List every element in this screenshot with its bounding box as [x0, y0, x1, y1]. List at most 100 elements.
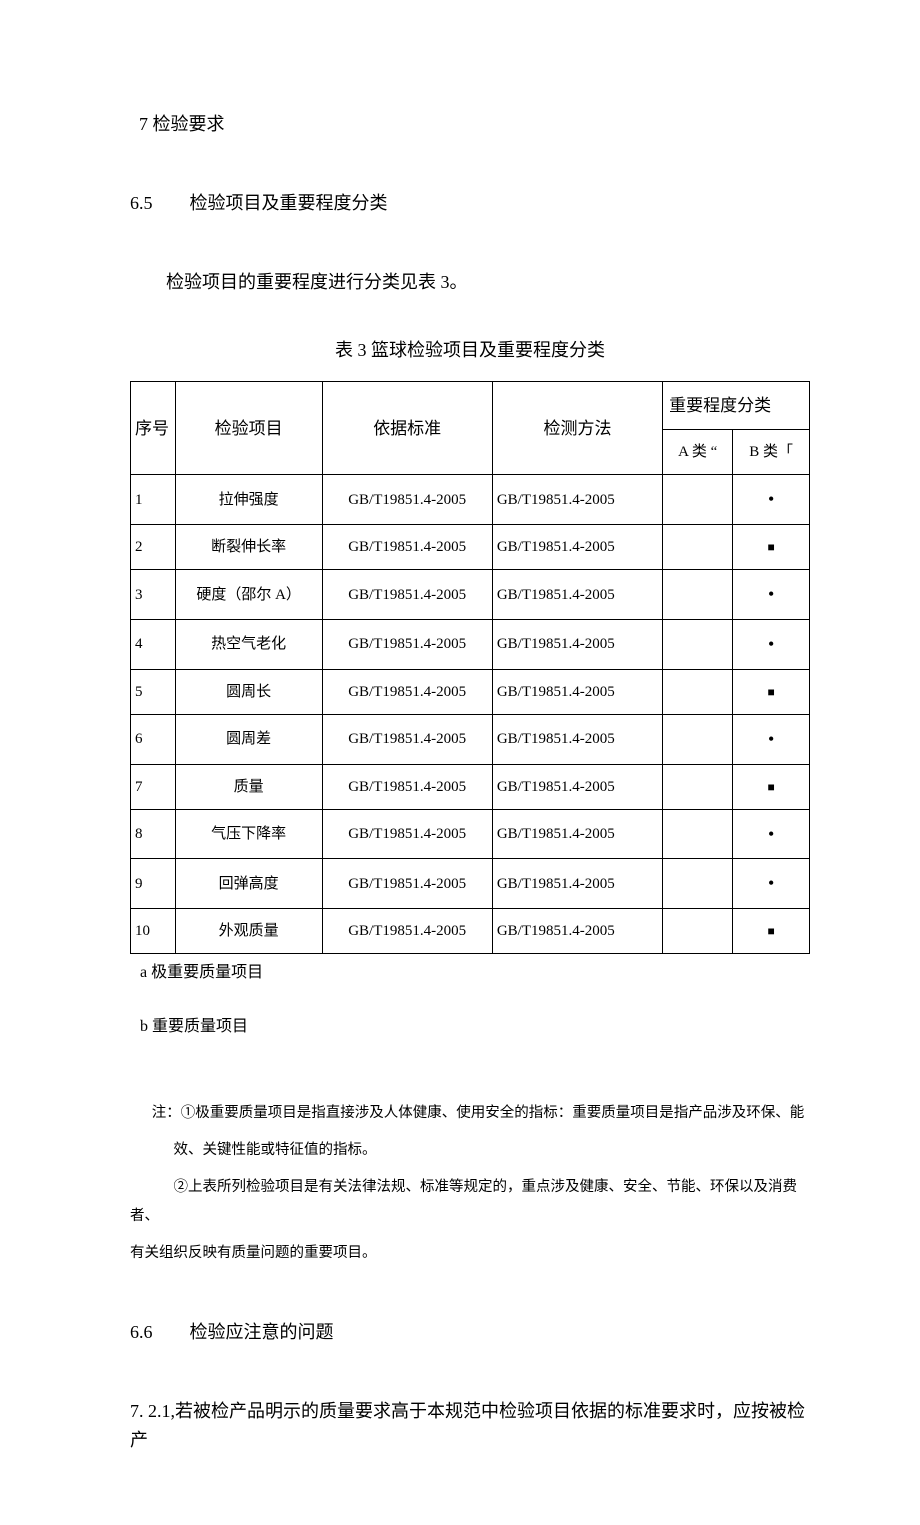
table-header-row-1: 序号 检验项目 依据标准 检测方法 重要程度分类: [131, 382, 810, 430]
table-row: 3硬度（邵尔 A）GB/T19851.4-2005GB/T19851.4-200…: [131, 570, 810, 620]
cell-class-b: •: [733, 714, 810, 764]
th-importance: 重要程度分类: [663, 382, 810, 430]
cell-standard: GB/T19851.4-2005: [322, 909, 492, 954]
cell-class-a: [663, 859, 733, 909]
table-row: 7质量GB/T19851.4-2005GB/T19851.4-2005■: [131, 764, 810, 809]
cell-class-a: [663, 525, 733, 570]
cell-item: 圆周差: [175, 714, 322, 764]
cell-standard: GB/T19851.4-2005: [322, 669, 492, 714]
cell-seq: 3: [131, 570, 176, 620]
dot-marker-icon: •: [768, 489, 774, 509]
cell-class-b: ■: [733, 525, 810, 570]
heading-7: 7 检验要求: [130, 110, 810, 139]
cell-standard: GB/T19851.4-2005: [322, 714, 492, 764]
th-class-a: A 类 “: [663, 430, 733, 475]
table-body: 1拉伸强度GB/T19851.4-2005GB/T19851.4-2005•2断…: [131, 475, 810, 954]
th-item: 检验项目: [175, 382, 322, 475]
cell-class-b: •: [733, 619, 810, 669]
heading-6-5: 6.5 检验项目及重要程度分类: [130, 189, 810, 218]
heading-number: 6.5: [130, 189, 185, 218]
cell-seq: 1: [131, 475, 176, 525]
document-page: 7 检验要求 6.5 检验项目及重要程度分类 检验项目的重要程度进行分类见表 3…: [0, 0, 920, 1525]
cell-class-a: [663, 619, 733, 669]
footnote-b: b 重要质量项目: [140, 1014, 810, 1040]
cell-class-a: [663, 570, 733, 620]
cell-seq: 8: [131, 809, 176, 859]
cell-item: 热空气老化: [175, 619, 322, 669]
footnote-1-line2: 效、关键性能或特征值的指标。: [130, 1136, 810, 1165]
square-marker-icon: ■: [768, 685, 775, 699]
dot-marker-icon: •: [768, 584, 774, 604]
th-standard: 依据标准: [322, 382, 492, 475]
cell-method: GB/T19851.4-2005: [492, 909, 662, 954]
cell-class-b: •: [733, 475, 810, 525]
cell-item: 硬度（邵尔 A）: [175, 570, 322, 620]
square-marker-icon: ■: [768, 540, 775, 554]
dot-marker-icon: •: [768, 634, 774, 654]
cell-seq: 4: [131, 619, 176, 669]
cell-class-b: •: [733, 859, 810, 909]
heading-number: 6.6: [130, 1318, 185, 1347]
cell-standard: GB/T19851.4-2005: [322, 570, 492, 620]
cell-class-a: [663, 475, 733, 525]
table-row: 4热空气老化GB/T19851.4-2005GB/T19851.4-2005•: [131, 619, 810, 669]
cell-item: 回弹高度: [175, 859, 322, 909]
cell-class-b: ■: [733, 669, 810, 714]
cell-method: GB/T19851.4-2005: [492, 669, 662, 714]
inspection-table: 序号 检验项目 依据标准 检测方法 重要程度分类 A 类 “ B 类「 1拉伸强…: [130, 381, 810, 954]
cell-method: GB/T19851.4-2005: [492, 764, 662, 809]
table-row: 1拉伸强度GB/T19851.4-2005GB/T19851.4-2005•: [131, 475, 810, 525]
dot-marker-icon: •: [768, 824, 774, 844]
table-row: 6圆周差GB/T19851.4-2005GB/T19851.4-2005•: [131, 714, 810, 764]
cell-class-b: ■: [733, 909, 810, 954]
footnote-2-line1: ②上表所列检验项目是有关法律法规、标准等规定的，重点涉及健康、安全、节能、环保以…: [130, 1173, 810, 1231]
cell-method: GB/T19851.4-2005: [492, 809, 662, 859]
cell-class-b: ■: [733, 764, 810, 809]
cell-standard: GB/T19851.4-2005: [322, 859, 492, 909]
table-row: 8气压下降率GB/T19851.4-2005GB/T19851.4-2005•: [131, 809, 810, 859]
cell-seq: 9: [131, 859, 176, 909]
cell-class-b: •: [733, 570, 810, 620]
cell-standard: GB/T19851.4-2005: [322, 525, 492, 570]
intro-paragraph: 检验项目的重要程度进行分类见表 3。: [130, 268, 810, 297]
heading-title: 检验应注意的问题: [190, 1322, 334, 1342]
th-class-b: B 类「: [733, 430, 810, 475]
dot-marker-icon: •: [768, 729, 774, 749]
square-marker-icon: ■: [768, 924, 775, 938]
footnote-1-line1: 注：①极重要质量项目是指直接涉及人体健康、使用安全的指标：重要质量项目是指产品涉…: [130, 1099, 810, 1128]
cell-method: GB/T19851.4-2005: [492, 619, 662, 669]
cell-class-b: •: [733, 809, 810, 859]
th-method: 检测方法: [492, 382, 662, 475]
cell-seq: 7: [131, 764, 176, 809]
cell-item: 断裂伸长率: [175, 525, 322, 570]
cell-class-a: [663, 714, 733, 764]
cell-class-a: [663, 764, 733, 809]
cell-method: GB/T19851.4-2005: [492, 475, 662, 525]
cell-class-a: [663, 809, 733, 859]
cell-item: 质量: [175, 764, 322, 809]
th-seq: 序号: [131, 382, 176, 475]
table-row: 9回弹高度GB/T19851.4-2005GB/T19851.4-2005•: [131, 859, 810, 909]
dot-marker-icon: •: [768, 873, 774, 893]
cell-item: 气压下降率: [175, 809, 322, 859]
cell-method: GB/T19851.4-2005: [492, 859, 662, 909]
cell-seq: 6: [131, 714, 176, 764]
cell-method: GB/T19851.4-2005: [492, 570, 662, 620]
cell-class-a: [663, 909, 733, 954]
cell-method: GB/T19851.4-2005: [492, 714, 662, 764]
cell-standard: GB/T19851.4-2005: [322, 764, 492, 809]
footnote-2-line2: 有关组织反映有质量问题的重要项目。: [130, 1239, 810, 1268]
cell-class-a: [663, 669, 733, 714]
cell-standard: GB/T19851.4-2005: [322, 475, 492, 525]
cell-standard: GB/T19851.4-2005: [322, 809, 492, 859]
table-row: 10外观质量GB/T19851.4-2005GB/T19851.4-2005■: [131, 909, 810, 954]
table-row: 5圆周长GB/T19851.4-2005GB/T19851.4-2005■: [131, 669, 810, 714]
cell-method: GB/T19851.4-2005: [492, 525, 662, 570]
cell-seq: 2: [131, 525, 176, 570]
cell-item: 拉伸强度: [175, 475, 322, 525]
table-row: 2断裂伸长率GB/T19851.4-2005GB/T19851.4-2005■: [131, 525, 810, 570]
square-marker-icon: ■: [768, 780, 775, 794]
paragraph-7-2-1: 7. 2.1,若被检产品明示的质量要求高于本规范中检验项目依据的标准要求时，应按…: [130, 1397, 810, 1455]
heading-title: 检验项目及重要程度分类: [190, 193, 388, 213]
heading-6-6: 6.6 检验应注意的问题: [130, 1318, 810, 1347]
